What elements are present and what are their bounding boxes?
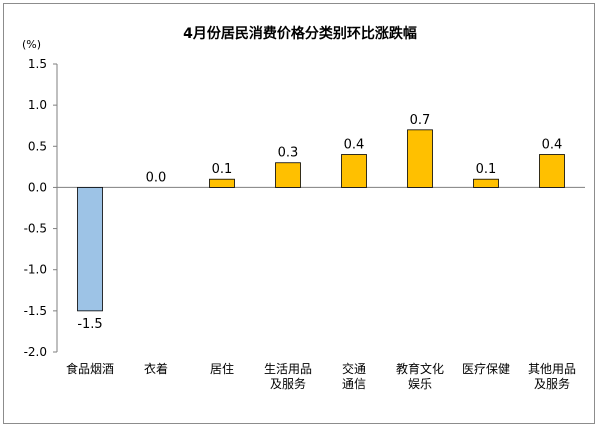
y-tick-label: -1.0	[24, 263, 47, 277]
bars-group	[77, 129, 565, 312]
x-tick-label: 其他用品	[528, 362, 576, 376]
chart-title: 4月份居民消费价格分类别环比涨跌幅	[183, 25, 417, 42]
x-tick-label: 及服务	[270, 376, 306, 391]
y-tick-label: 0.5	[28, 139, 47, 153]
x-tick-label: 食品烟酒	[66, 361, 114, 376]
y-tick-label: 1.0	[28, 98, 47, 112]
bar	[77, 187, 103, 312]
y-tick-label: 1.5	[28, 57, 47, 71]
bar	[539, 154, 565, 188]
y-tick-label: -2.0	[24, 345, 47, 359]
data-label: 0.1	[212, 162, 233, 177]
x-tick-label: 居住	[210, 362, 234, 376]
data-label: 0.4	[542, 138, 563, 153]
data-label: 0.7	[410, 113, 431, 128]
x-tick-label: 医疗保健	[462, 362, 510, 376]
x-tick-label: 交通	[342, 361, 366, 376]
y-tick-label: 0.0	[28, 180, 47, 194]
axes: 1.5 1.0 0.5 0.0 -0.5 -1.0 -1.5 -2.0	[24, 57, 585, 359]
bar	[407, 129, 433, 188]
x-tick-label: 衣着	[144, 361, 168, 376]
data-label: 0.1	[476, 162, 497, 177]
y-unit-label: (%)	[22, 38, 41, 51]
x-tick-label: 生活用品	[264, 362, 312, 376]
y-tick-label: -1.5	[24, 304, 47, 318]
bar	[275, 162, 301, 188]
x-tick-label: 及服务	[534, 376, 570, 391]
bar	[341, 154, 367, 188]
data-label: 0.4	[344, 138, 365, 153]
x-tick-label: 教育文化	[396, 361, 444, 376]
data-label: -1.5	[77, 317, 102, 332]
data-label: 0.3	[278, 146, 299, 161]
y-tick-label: -0.5	[24, 222, 47, 236]
x-tick-label: 通信	[342, 377, 366, 391]
bar	[473, 178, 499, 188]
bar	[209, 178, 235, 188]
data-label: 0.0	[146, 170, 167, 185]
labels-group: -1.5食品烟酒0.0衣着0.1居住0.3生活用品及服务0.4交通通信0.7教育…	[66, 113, 576, 391]
x-tick-label: 娱乐	[408, 377, 432, 391]
